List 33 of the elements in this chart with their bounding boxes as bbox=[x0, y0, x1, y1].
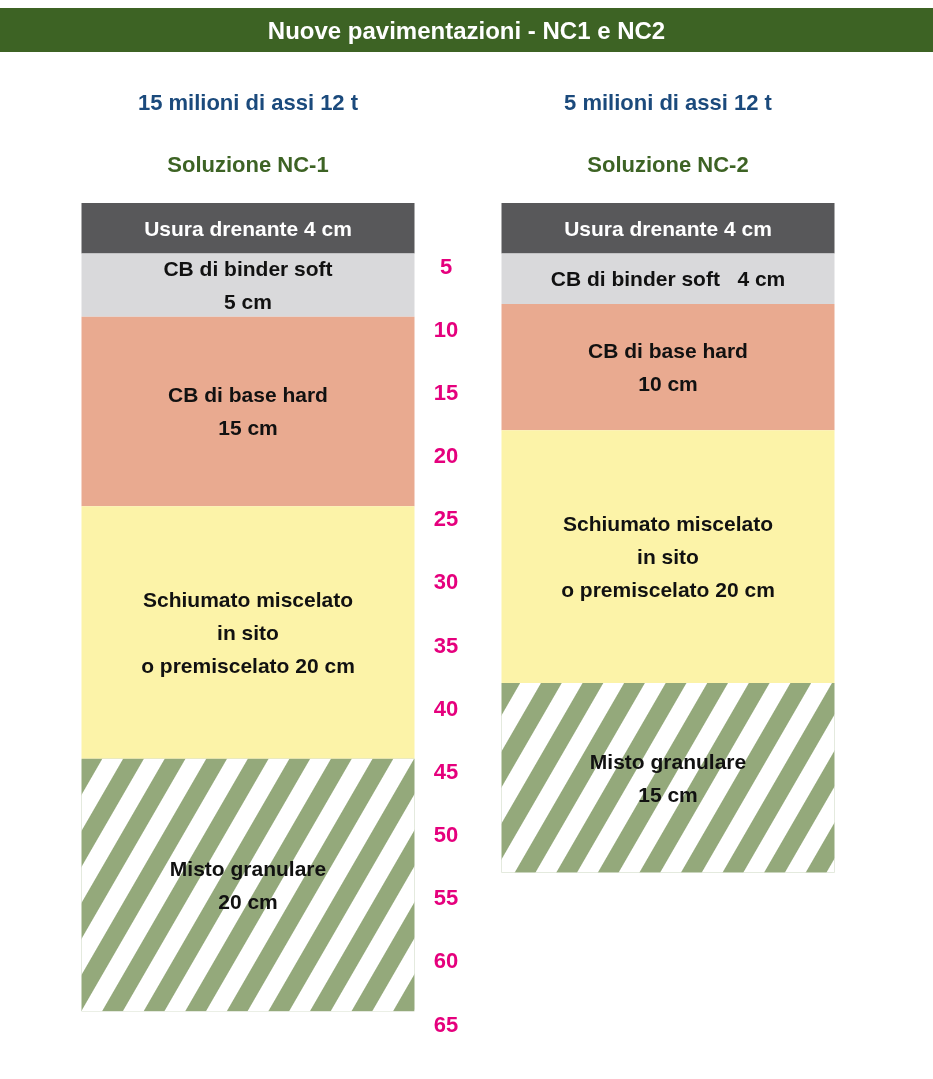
data-label: CB di base hard 15 cm bbox=[168, 383, 328, 440]
chart-title: Nuove pavimentazioni - NC1 e NC2 bbox=[267, 16, 666, 44]
bar bbox=[81, 506, 415, 759]
y-tick-label: 65 bbox=[433, 1011, 459, 1037]
y-tick-label: 55 bbox=[433, 885, 459, 911]
y-tick-label: 60 bbox=[433, 948, 459, 974]
data-label: Schiumato miscelato in sito o premiscelato 20 cm bbox=[561, 512, 775, 602]
data-label: Usura drenante 4 cm bbox=[144, 216, 352, 240]
y-tick-label: 50 bbox=[433, 822, 459, 848]
y-tick-label: 35 bbox=[433, 632, 459, 658]
x-tick-label: Soluzione NC-2 bbox=[587, 151, 749, 177]
bar bbox=[81, 316, 415, 507]
bar bbox=[501, 430, 835, 683]
bar bbox=[81, 253, 415, 317]
text: 5 milioni di assi 12 t bbox=[564, 89, 773, 115]
y-tick-label: 45 bbox=[433, 758, 459, 784]
data-label: Schiumato miscelato in sito o premiscelato 20 cm bbox=[141, 587, 355, 677]
y-tick-label: 5 bbox=[439, 253, 453, 279]
x-tick-label: Soluzione NC-1 bbox=[167, 151, 329, 177]
bar bbox=[501, 304, 835, 431]
bar bbox=[501, 203, 835, 254]
data-label: CB di binder soft 5 cm bbox=[163, 257, 333, 314]
y-tick-label: 30 bbox=[433, 569, 459, 595]
data-label: CB di binder soft 4 cm bbox=[550, 267, 786, 291]
data-label: CB di base hard 10 cm bbox=[588, 339, 748, 396]
data-label: Usura drenante 4 cm bbox=[564, 216, 772, 240]
y-tick-label: 10 bbox=[433, 316, 459, 342]
y-tick-label: 15 bbox=[433, 379, 459, 405]
y-tick-label: 40 bbox=[433, 695, 459, 721]
y-tick-label: 25 bbox=[433, 506, 459, 532]
bar bbox=[81, 203, 415, 254]
text: 15 milioni di assi 12 t bbox=[137, 89, 359, 115]
y-tick-label: 20 bbox=[433, 443, 459, 469]
